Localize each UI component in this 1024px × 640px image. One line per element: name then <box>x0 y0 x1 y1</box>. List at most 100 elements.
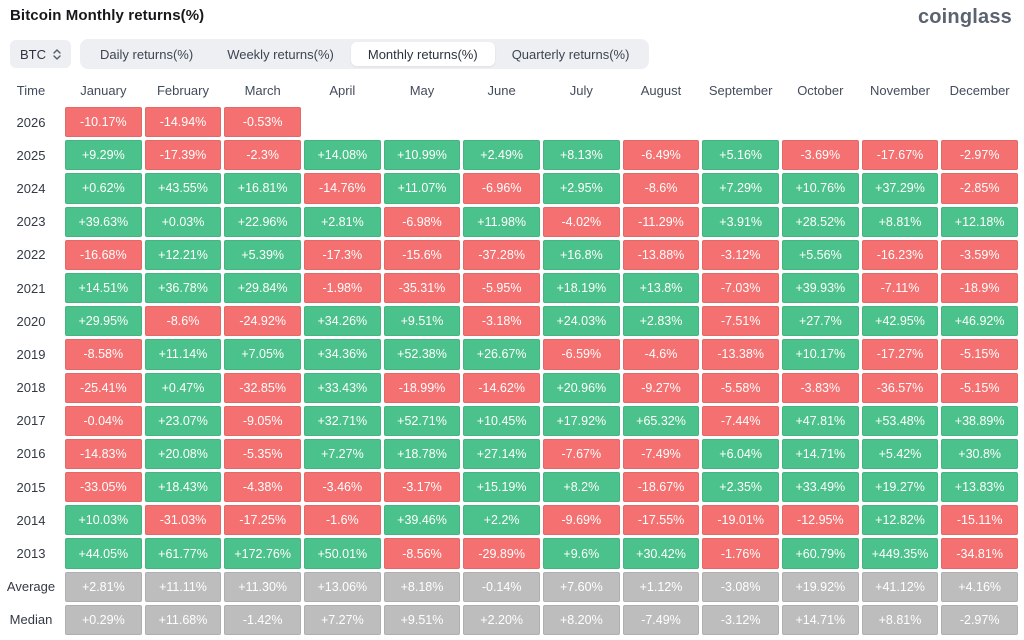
return-cell: +20.96% <box>542 372 620 403</box>
return-cell: -4.6% <box>622 339 700 370</box>
return-cell: +13.06% <box>303 571 381 602</box>
return-cell: +10.45% <box>463 405 540 436</box>
return-cell: -25.41% <box>65 372 142 403</box>
return-cell: -2.85% <box>941 173 1018 204</box>
return-cell: +2.95% <box>542 173 620 204</box>
return-cell: +7.27% <box>303 604 381 635</box>
column-header-march: March <box>244 82 281 98</box>
return-cell: +11.07% <box>383 173 461 204</box>
return-cell: -5.15% <box>941 372 1018 403</box>
return-cell: +11.98% <box>463 206 540 237</box>
table-row-2014: 2014 +10.03% -31.03% -17.25% -1.6% +39.46% +2.… <box>0 505 1018 536</box>
return-cell: -13.88% <box>622 239 700 270</box>
return-cell: +53.48% <box>861 405 939 436</box>
return-cell: -1.76% <box>702 538 779 569</box>
return-cell: +1.12% <box>622 571 700 602</box>
top-bar: Bitcoin Monthly returns(%) coinglass <box>0 0 1024 27</box>
return-cell: +9.29% <box>65 140 142 171</box>
table-row-2023: 2023 +39.63% +0.03% +22.96% +2.81% -6.98% +11.… <box>0 206 1018 237</box>
return-cell: +34.26% <box>303 306 381 337</box>
chevron-up-down-icon <box>53 48 61 60</box>
return-cell: +17.92% <box>542 405 620 436</box>
return-cell: +5.39% <box>224 239 301 270</box>
column-header-april: April <box>329 82 356 98</box>
return-cell: +22.96% <box>224 206 301 237</box>
return-cell: -7.51% <box>702 306 779 337</box>
return-cell: +7.29% <box>702 173 779 204</box>
return-cell: +7.60% <box>542 571 620 602</box>
return-cell: -0.04% <box>65 405 142 436</box>
row-label: 2016 <box>16 446 46 462</box>
return-cell: +16.8% <box>542 239 620 270</box>
table-row-average: Average +2.81% +11.11% +11.30% +13.06% +8.18%… <box>0 571 1018 602</box>
return-cell: +27.14% <box>463 438 540 470</box>
return-cell: -7.67% <box>542 438 620 470</box>
return-cell: -17.67% <box>861 140 939 171</box>
return-cell: -0.53% <box>224 107 301 138</box>
return-cell: +9.51% <box>383 306 461 337</box>
coin-selector[interactable]: BTC <box>10 40 71 68</box>
row-label: 2018 <box>16 380 46 396</box>
row-label: 2017 <box>16 413 46 429</box>
return-cell: -1.42% <box>224 604 301 635</box>
return-cell: -4.38% <box>224 472 301 503</box>
return-cell: +23.07% <box>144 405 222 436</box>
return-cell: +5.56% <box>781 239 859 270</box>
return-cell: -35.31% <box>383 272 461 304</box>
return-cell: +20.08% <box>144 438 222 470</box>
return-cell: -6.49% <box>622 140 700 171</box>
table-row-2017: 2017 -0.04% +23.07% -9.05% +32.71% +52.71% +10… <box>0 405 1018 436</box>
row-label: 2019 <box>16 346 46 362</box>
return-cell: +33.43% <box>303 372 381 403</box>
return-cell: +0.62% <box>65 173 142 204</box>
return-cell: +34.36% <box>303 339 381 370</box>
return-cell <box>941 107 1018 137</box>
table-header-row: Time January February March April May June July… <box>0 79 1018 101</box>
row-label: 2021 <box>16 280 46 296</box>
row-label: 2026 <box>16 114 46 130</box>
return-cell: -6.96% <box>463 173 540 204</box>
return-cell: +30.42% <box>622 538 700 569</box>
return-cell: +28.52% <box>781 206 859 237</box>
return-cell: -9.27% <box>622 372 700 403</box>
return-cell: +9.6% <box>542 538 620 569</box>
return-cell: +47.81% <box>781 405 859 436</box>
return-cell: -34.81% <box>941 538 1018 569</box>
return-cell: +27.7% <box>781 306 859 337</box>
return-cell <box>782 107 859 137</box>
return-cell <box>384 107 461 137</box>
return-cell: -5.15% <box>941 339 1018 370</box>
return-cell: +0.47% <box>144 372 222 403</box>
table-row-2024: 2024 +0.62% +43.55% +16.81% -14.76% +11.07% -6… <box>0 173 1018 204</box>
column-header-february: February <box>156 82 209 98</box>
return-cell: -18.67% <box>622 472 700 503</box>
return-cell: +16.81% <box>224 173 301 204</box>
tab-quarterly-returns[interactable]: Quarterly returns(%) <box>511 46 630 62</box>
tab-monthly-returns[interactable]: Monthly returns(%) <box>350 42 495 66</box>
return-cell: +5.16% <box>702 140 779 171</box>
return-cell: +14.71% <box>781 604 859 635</box>
return-cell: +39.93% <box>781 272 859 304</box>
row-label: 2020 <box>16 313 46 329</box>
tab-weekly-returns[interactable]: Weekly returns(%) <box>227 46 334 62</box>
tab-daily-returns[interactable]: Daily returns(%) <box>100 46 194 62</box>
return-cell: -5.58% <box>702 372 779 403</box>
return-cell: -6.98% <box>383 206 461 237</box>
column-header-july: July <box>569 82 593 98</box>
return-cell: -14.62% <box>463 372 540 403</box>
return-cell: -9.05% <box>224 405 301 436</box>
return-cell: +0.29% <box>65 604 142 635</box>
table-row-2025: 2025 +9.29% -17.39% -2.3% +14.08% +10.99% +2.4… <box>0 140 1018 171</box>
return-cell: +38.89% <box>941 405 1018 436</box>
row-label: 2015 <box>16 479 46 495</box>
return-cell: -16.68% <box>65 239 142 270</box>
return-cell: -10.17% <box>65 107 142 138</box>
return-cell: -7.03% <box>702 272 779 304</box>
return-cell: +52.38% <box>383 339 461 370</box>
return-cell: +50.01% <box>303 538 381 569</box>
return-cell: +2.83% <box>622 306 700 337</box>
return-cell: +0.03% <box>144 206 222 237</box>
return-cell: -8.6% <box>144 306 222 337</box>
return-cell: -3.83% <box>781 372 859 403</box>
